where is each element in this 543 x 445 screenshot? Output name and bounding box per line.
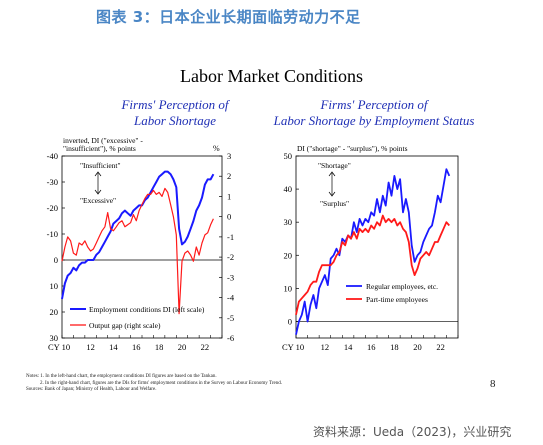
left-y2-tick-label: -1 (227, 232, 234, 242)
right-y-axis-label: DI ("shortage" - "surplus"), % points (297, 144, 408, 153)
left-y-axis-label: inverted, DI ("excessive" - (63, 136, 143, 145)
left-x-tick-label: 16 (132, 342, 141, 352)
left-chart-title-line1: Firms' Perception of (121, 97, 229, 112)
right-legend-label: Part-time employees (366, 295, 428, 304)
left-chart-title-line2: Labor Shortage (134, 113, 216, 128)
left-y-tick-label: 20 (50, 307, 59, 317)
left-legend-label: Output gap (right scale) (89, 321, 161, 330)
left-y2-tick-label: 1 (227, 191, 231, 201)
right-y-tick-label: 30 (284, 217, 293, 227)
left-x-tick-label: 14 (109, 342, 118, 352)
right-chart-title-line1: Firms' Perception of (320, 97, 428, 112)
left-y2-tick-label: -6 (227, 333, 234, 343)
left-y-axis-label: "insufficient"), % points (63, 144, 136, 153)
figure-caption: 图表 3：日本企业长期面临劳动力不足 (96, 8, 361, 26)
left-y2-tick-label: 3 (227, 151, 231, 161)
right-x-tick-label: 20 (413, 342, 422, 352)
right-y-tick-label: 20 (284, 250, 293, 260)
right-y-tick-label: 40 (284, 184, 293, 194)
right-chart-title: Firms' Perception of Labor Shortage by E… (268, 97, 480, 129)
right-x-tick-label: CY 10 (282, 342, 304, 352)
left-y2-tick-label: -5 (227, 313, 234, 323)
right-y-tick-label: 10 (284, 283, 293, 293)
source-note: 资料来源：Ueda（2023)，兴业研究 (313, 425, 512, 439)
footnote-sources: Sources: Bank of Japan; Ministry of Heal… (26, 387, 157, 392)
left-x-tick-label: CY 10 (48, 342, 70, 352)
right-x-tick-label: 18 (390, 342, 399, 352)
annotation-shortage: "Shortage" (318, 161, 351, 170)
page-number: 8 (490, 378, 496, 390)
left-y2-tick-label: -4 (227, 293, 235, 303)
right-x-tick-label: 22 (436, 342, 445, 352)
annotation-insufficient: "Insufficient" (80, 161, 121, 170)
footnote-2: 2. In the right-hand chart, figures are … (40, 380, 282, 386)
left-y-tick-label: -10 (47, 229, 58, 239)
footnotes: Notes: 1. In the left-hand chart, the em… (26, 374, 282, 394)
right-x-tick-label: 14 (344, 342, 353, 352)
annotation-excessive: "Excessive" (80, 196, 116, 205)
left-y-tick-label: 0 (54, 255, 58, 265)
footnote-1: Notes: 1. In the left-hand chart, the em… (26, 374, 217, 379)
annotation-arrowheads (94, 171, 102, 195)
right-x-tick-label: 16 (367, 342, 376, 352)
left-y2-tick-label: 0 (227, 212, 231, 222)
right-legend-label: Regular employees, etc. (366, 282, 438, 291)
left-legend-label: Employment conditions DI (left scale) (89, 305, 205, 314)
left-x-tick-label: 22 (201, 342, 210, 352)
right-x-tick-label: 12 (321, 342, 330, 352)
annotation-arrowheads (328, 171, 336, 197)
left-y-tick-label: -40 (47, 151, 58, 161)
left-y2-axis-label: % (213, 144, 220, 153)
left-chart-title: Firms' Perception of Labor Shortage (80, 97, 270, 129)
annotation-surplus: "Surplus" (320, 199, 349, 208)
series-output-gap-line (61, 187, 214, 315)
left-y-tick-label: 10 (50, 281, 59, 291)
series-part-time-line (295, 214, 450, 315)
right-chart-title-line2: Labor Shortage by Employment Status (273, 113, 475, 128)
left-x-tick-label: 12 (86, 342, 95, 352)
series-employment-di-line (61, 170, 215, 300)
left-y2-tick-label: -2 (227, 252, 234, 262)
left-x-tick-label: 18 (155, 342, 164, 352)
left-y-tick-label: -30 (47, 177, 58, 187)
report-header: 图表 3：日本企业长期面临劳动力不足 (0, 0, 543, 34)
left-y2-tick-label: -3 (227, 272, 234, 282)
left-y-tick-label: -20 (47, 203, 58, 213)
left-y-tick-label: 30 (50, 333, 59, 343)
right-y-tick-label: 50 (284, 151, 293, 161)
series-regular-employees-line (295, 168, 451, 335)
slide-title: Labor Market Conditions (180, 66, 363, 86)
left-x-tick-label: 20 (178, 342, 187, 352)
left-y2-tick-label: 2 (227, 171, 231, 181)
right-y-tick-label: 0 (288, 316, 292, 326)
